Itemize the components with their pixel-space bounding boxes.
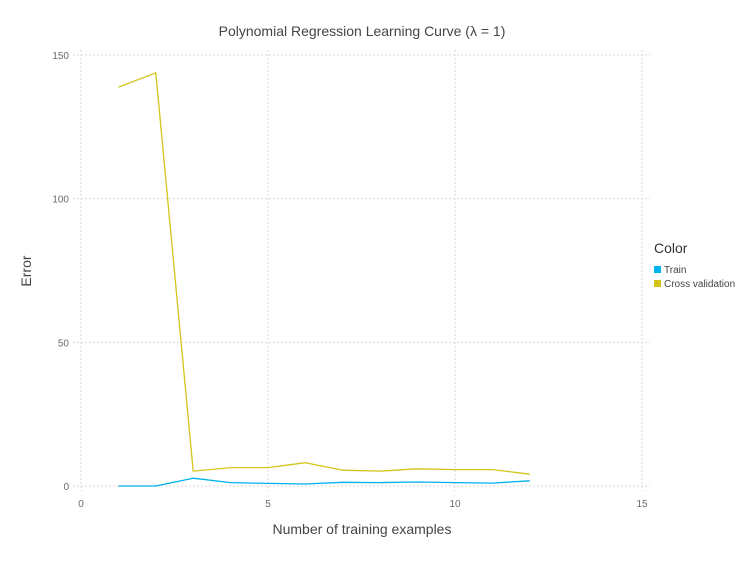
x-tick-label: 15 [636, 499, 648, 510]
x-tick-label: 0 [78, 499, 84, 510]
x-axis-label: Number of training examples [273, 521, 452, 537]
x-tick-label: 5 [265, 499, 271, 510]
legend-label: Train [664, 265, 686, 276]
y-tick-label: 150 [52, 51, 69, 62]
y-tick-label: 0 [63, 482, 69, 493]
legend-items: Train Cross validation [654, 265, 735, 290]
legend-label: Cross validation [664, 279, 735, 290]
x-tick-label: 10 [449, 499, 461, 510]
legend: Color Train Cross validation [654, 240, 735, 290]
y-axis-label: Error [18, 255, 34, 286]
series-line-train [118, 477, 530, 487]
y-tick-label: 50 [58, 338, 70, 349]
series-line-cross-validation [118, 72, 530, 475]
grid [73, 50, 650, 491]
legend-swatch [654, 280, 661, 287]
chart-title: Polynomial Regression Learning Curve (λ … [219, 23, 506, 39]
y-tick-label: 100 [52, 195, 69, 206]
series-lines [118, 72, 530, 487]
legend-swatch [654, 266, 661, 273]
legend-title: Color [654, 240, 688, 256]
